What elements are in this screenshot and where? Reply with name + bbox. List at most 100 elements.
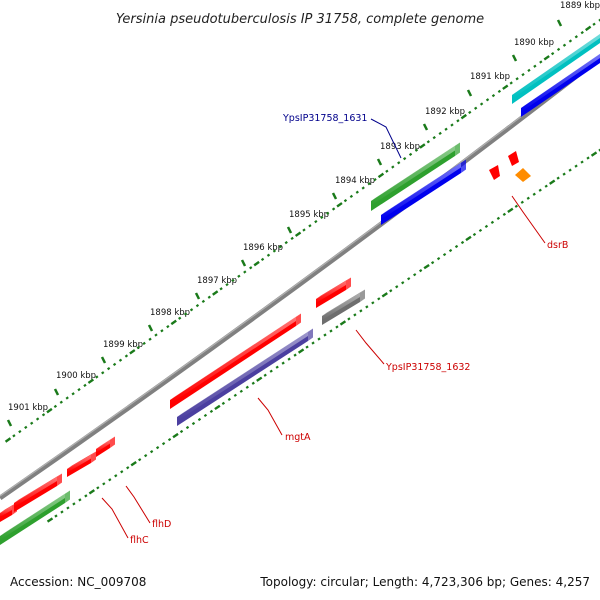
- ruler-tick-inner: [436, 256, 441, 261]
- ruler-tick-outer: [408, 152, 413, 157]
- ruler-tick-outer: [349, 194, 354, 199]
- ruler-tick-inner: [191, 421, 196, 426]
- ruler-tick-inner: [465, 235, 472, 242]
- ruler-tick-inner: [120, 470, 124, 474]
- gene-red-edge[interactable]: [0, 502, 17, 523]
- ruler-tick-outer: [456, 119, 460, 123]
- ruler-tick-outer: [314, 219, 318, 224]
- ruler-tick-inner: [78, 498, 82, 502]
- tick-label-1890: 1890 kbp: [514, 38, 554, 48]
- ruler-tick-outer: [479, 102, 484, 106]
- gene-blue-top[interactable]: [521, 51, 600, 118]
- ruler-tick-inner: [590, 151, 598, 157]
- gene-red-small[interactable]: [316, 277, 351, 309]
- ruler-tick-inner: [149, 450, 154, 454]
- ruler-major-tick: [556, 19, 563, 27]
- ruler-tick-inner: [114, 474, 118, 478]
- ruler-tick-outer: [539, 60, 543, 64]
- ruler-tick-outer: [207, 295, 211, 299]
- ruler-tick-outer: [474, 106, 478, 110]
- ruler-major-tick: [511, 54, 518, 62]
- tick-label-1896: 1896 kbp: [243, 243, 283, 253]
- ruler-tick-outer: [438, 131, 442, 136]
- ruler-tick-inner: [586, 156, 590, 160]
- ruler-tick-outer: [12, 434, 16, 438]
- tick-label-1899: 1899 kbp: [103, 340, 143, 350]
- label-mgtA[interactable]: mgtA: [285, 432, 311, 443]
- ruler-tick-outer: [592, 22, 596, 26]
- ruler-tick-outer: [129, 349, 136, 355]
- accession-text: Accession: NC_009708: [10, 575, 146, 589]
- ruler-major-tick: [6, 419, 13, 427]
- gene-red-flh[interactable]: [14, 473, 62, 513]
- leader-dsrB: [511, 195, 546, 244]
- label-dsrB[interactable]: dsrB: [547, 240, 568, 251]
- ruler-tick-outer: [41, 413, 46, 417]
- ruler-tick-outer: [65, 396, 69, 400]
- ruler-tick-inner: [365, 305, 369, 309]
- ruler-tick-outer: [195, 303, 200, 308]
- ruler-tick-outer: [225, 282, 229, 287]
- ruler-tick-inner: [401, 281, 405, 285]
- gene-flhC[interactable]: [67, 451, 96, 478]
- ruler-tick-inner: [179, 429, 184, 434]
- ruler-tick-outer: [4, 437, 12, 443]
- tick-label-1889: 1889 kbp: [560, 1, 600, 11]
- ruler-tick-outer: [414, 148, 419, 152]
- ruler-major-tick: [240, 259, 247, 267]
- leader-mgtA: [257, 397, 283, 436]
- ruler-tick-inner: [245, 385, 249, 389]
- ruler-tick-outer: [18, 429, 22, 434]
- gene-YpsIP31758_1632[interactable]: [322, 289, 365, 326]
- ruler-tick-inner: [130, 461, 137, 467]
- ruler-tick-inner: [197, 417, 202, 422]
- ruler-major-tick: [466, 89, 473, 97]
- gene-cyan-top[interactable]: [512, 31, 600, 105]
- label-flhD[interactable]: flhD: [152, 519, 171, 530]
- gene-blue-mid[interactable]: [381, 159, 466, 226]
- ruler-tick-inner: [263, 373, 267, 377]
- ruler-tick-outer: [249, 266, 253, 270]
- ruler-tick-outer: [580, 30, 584, 35]
- ruler-tick-inner: [526, 196, 530, 200]
- ruler-major-tick: [100, 356, 107, 364]
- ruler-tick-inner: [562, 172, 566, 176]
- label-YpsIP31758_1632[interactable]: YpsIP31758_1632: [385, 362, 470, 373]
- ruler-tick-outer: [30, 421, 34, 425]
- ruler-tick-inner: [311, 341, 315, 345]
- ruler-tick-outer: [562, 43, 567, 47]
- ruler-tick-inner: [532, 192, 536, 196]
- ruler-tick-outer: [397, 161, 401, 165]
- ruler-tick-inner: [60, 510, 64, 514]
- gene-flhC-green[interactable]: [0, 490, 70, 546]
- label-YpsIP31758_1631[interactable]: YpsIP31758_1631: [282, 113, 367, 124]
- tick-label-1891: 1891 kbp: [470, 72, 510, 82]
- ruler-tick-inner: [574, 164, 578, 168]
- ruler-major-tick: [376, 158, 383, 166]
- ruler-tick-inner: [335, 325, 339, 329]
- ruler-tick-inner: [209, 409, 214, 414]
- ruler-tick-inner: [556, 176, 560, 180]
- gene-flhD[interactable]: [96, 436, 115, 458]
- ruler-tick-outer: [336, 202, 343, 208]
- gene-dsrB-marker-1: [489, 165, 500, 180]
- ruler-tick-outer: [450, 123, 454, 127]
- genome-backbone-highlight: [0, 55, 600, 497]
- ruler-tick-outer: [515, 77, 519, 81]
- ruler-tick-inner: [126, 466, 130, 470]
- ruler-tick-outer: [385, 169, 389, 173]
- ruler-tick-inner: [88, 489, 96, 495]
- ruler-tick-outer: [391, 165, 395, 169]
- tick-label-1892: 1892 kbp: [425, 107, 465, 117]
- label-flhC[interactable]: flhC: [130, 535, 149, 546]
- ruler-tick-inner: [66, 506, 70, 510]
- ruler-tick-outer: [598, 18, 600, 22]
- ruler-tick-inner: [544, 184, 548, 188]
- gene-mgtA[interactable]: [177, 328, 313, 427]
- gene-YpsIP31758_1631[interactable]: [371, 142, 460, 212]
- ruler-tick-outer: [550, 51, 555, 56]
- ruler-tick-inner: [221, 401, 226, 405]
- gene-mgtA-red[interactable]: [170, 313, 301, 410]
- ruler-tick-outer: [290, 236, 294, 241]
